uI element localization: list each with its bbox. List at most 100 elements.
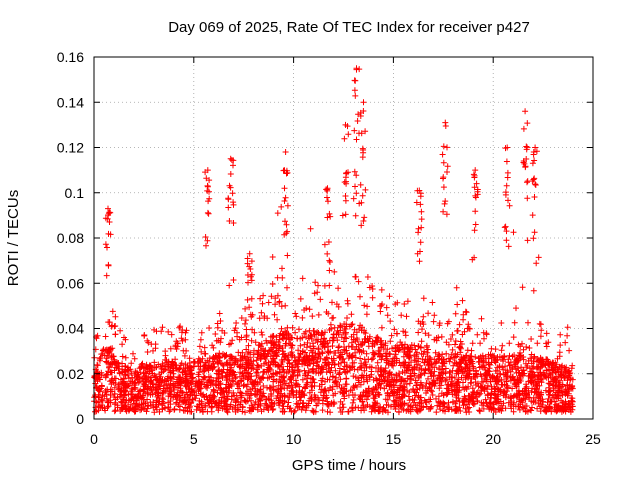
data-point: [345, 408, 352, 415]
data-point: [352, 92, 359, 99]
data-point: [242, 357, 249, 364]
data-point: [402, 329, 409, 336]
data-point: [345, 169, 351, 176]
data-point: [248, 390, 255, 397]
data-point: [102, 387, 109, 394]
data-point: [306, 335, 313, 342]
data-point: [468, 353, 475, 360]
data-point: [377, 344, 384, 351]
data-point: [392, 351, 399, 358]
data-point: [161, 404, 168, 411]
data-point: [95, 403, 102, 410]
data-point: [153, 364, 160, 371]
data-point: [208, 363, 215, 370]
data-point: [317, 355, 324, 362]
data-point: [532, 181, 539, 188]
data-point: [516, 406, 523, 413]
data-point: [117, 391, 124, 398]
data-point: [510, 401, 517, 408]
data-point: [415, 225, 422, 232]
data-point: [543, 407, 550, 414]
data-point: [472, 221, 479, 228]
data-point: [260, 383, 267, 389]
data-point: [459, 355, 465, 362]
data-point: [329, 337, 336, 344]
data-point: [419, 326, 425, 333]
data-point: [409, 404, 416, 411]
data-point: [223, 406, 230, 413]
data-point: [261, 348, 268, 355]
data-point: [411, 357, 418, 364]
data-point: [519, 399, 526, 406]
data-point: [419, 385, 426, 392]
data-point: [211, 393, 218, 400]
data-point: [392, 344, 399, 351]
data-point: [418, 208, 425, 215]
data-point: [510, 229, 517, 236]
data-point: [429, 364, 436, 371]
data-point: [481, 375, 488, 382]
data-point: [413, 199, 420, 206]
data-point: [219, 327, 226, 334]
data-point: [109, 308, 116, 315]
data-point: [170, 393, 177, 400]
data-point: [256, 379, 263, 386]
data-point: [448, 378, 455, 385]
data-point: [428, 369, 435, 376]
data-point: [196, 385, 203, 392]
data-point: [358, 130, 365, 137]
data-point: [394, 299, 401, 306]
data-point: [375, 382, 382, 389]
data-point: [229, 190, 236, 197]
data-point: [245, 279, 251, 286]
data-point: [255, 362, 261, 369]
data-point: [564, 403, 571, 410]
data-point: [403, 407, 410, 414]
data-point: [350, 383, 357, 390]
data-point: [284, 385, 291, 392]
data-point: [436, 385, 443, 392]
data-point: [220, 362, 227, 369]
data-point: [276, 299, 283, 306]
data-point: [387, 338, 394, 345]
data-point: [117, 327, 124, 334]
data-point: [283, 221, 290, 228]
data-point: [109, 361, 116, 368]
data-point: [456, 398, 463, 405]
data-point: [358, 199, 365, 206]
data-point: [341, 346, 347, 353]
data-point: [204, 357, 211, 364]
data-point: [198, 329, 205, 336]
data-point: [559, 405, 566, 412]
data-point: [284, 202, 291, 209]
data-point: [471, 254, 478, 261]
data-point: [167, 401, 174, 408]
data-point: [396, 346, 403, 353]
data-point: [438, 378, 445, 385]
data-point: [95, 374, 102, 380]
data-point: [377, 403, 384, 410]
data-point: [423, 380, 430, 386]
data-point: [224, 408, 230, 415]
data-point: [346, 364, 353, 371]
data-point: [197, 390, 204, 397]
data-point: [568, 395, 575, 401]
data-point: [122, 336, 129, 343]
data-point: [377, 303, 384, 309]
data-point: [274, 210, 281, 217]
data-point: [288, 354, 295, 361]
data-point: [553, 408, 560, 415]
data-point: [214, 359, 221, 366]
data-point: [351, 359, 358, 366]
data-point: [312, 350, 319, 357]
data-point: [493, 395, 500, 402]
data-point: [455, 395, 462, 402]
data-point: [460, 379, 466, 386]
data-point: [530, 287, 537, 294]
data-point: [207, 379, 214, 386]
data-point: [110, 353, 117, 360]
data-point: [313, 402, 320, 409]
data-point: [548, 364, 555, 371]
data-point: [250, 358, 257, 365]
